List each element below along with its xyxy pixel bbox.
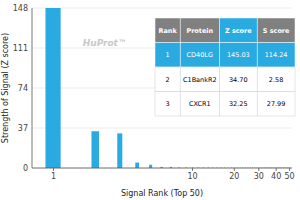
table-text: 145.03: [227, 51, 250, 59]
table: Rank Protein Z score S score 1 CD40LG 145.03 11…: [155, 18, 295, 116]
table-cell: [180, 18, 219, 43]
table-cell: [155, 18, 180, 43]
table-text: 32.25: [229, 100, 248, 108]
x-axis-label: Signal Rank (Top 50): [121, 189, 203, 198]
bar: [135, 163, 139, 168]
table-cell: [257, 43, 295, 68]
bar: [45, 8, 60, 168]
table-text: 1: [166, 51, 170, 59]
x-tick: [276, 168, 277, 171]
x-tick-label: 50: [285, 172, 295, 181]
grid-line: [32, 128, 292, 129]
table-cell: [257, 18, 295, 43]
x-tick: [258, 168, 259, 171]
grid-line: [32, 8, 292, 9]
watermark: HuProt™: [83, 38, 127, 48]
table-cell: [155, 43, 180, 68]
table-cell: [257, 92, 295, 117]
table-text: CD40LG: [187, 51, 213, 59]
table-cell: [155, 67, 180, 92]
grid-line: [32, 168, 292, 169]
chart: 0 37 74 111 148 HuProt™ 1 10 20 30 40 50 Signal Rank…: [0, 0, 300, 200]
table-text: 34.70: [229, 76, 248, 84]
bar: [117, 133, 122, 168]
x-tick-label: 1: [51, 172, 56, 181]
y-tick-label: 37: [18, 124, 28, 133]
table-text: S score: [263, 27, 290, 35]
x-tick-label: 30: [254, 172, 264, 181]
y-tick-label: 74: [18, 84, 28, 93]
table-text: CXCR1: [189, 100, 211, 108]
table-cell: [219, 92, 257, 117]
table-cell: [219, 67, 257, 92]
bar: [91, 131, 99, 168]
y-tick-label: 148: [13, 4, 28, 13]
table-text: Rank: [158, 27, 177, 35]
table-cell: [180, 92, 219, 117]
table-cell: [219, 43, 257, 68]
table-cell: [219, 18, 257, 43]
table-text: 3: [166, 100, 170, 108]
table-cell: [180, 43, 219, 68]
table-text: 2.58: [269, 76, 283, 84]
table-text: 114.24: [265, 51, 288, 59]
bar: [149, 165, 152, 168]
y-tick-label: 0: [23, 164, 28, 173]
x-axis-line: [32, 168, 292, 169]
x-tick-label: 40: [271, 172, 281, 181]
x-tick: [53, 168, 54, 171]
x-tick-label: 10: [187, 172, 197, 181]
table-cell: [155, 92, 180, 117]
bars: [45, 8, 290, 168]
table-text: 27.99: [267, 100, 286, 108]
x-tick: [192, 168, 193, 171]
table-cell: [257, 67, 295, 92]
y-tick-label: 111: [13, 44, 28, 53]
table-text: Protein: [186, 27, 213, 35]
table-cell: [180, 67, 219, 92]
y-axis-label: Strength of Signal (Z score): [1, 33, 10, 143]
y-axis-line: [32, 8, 33, 168]
table-text: C1BankR2: [183, 76, 217, 84]
x-tick-label: 20: [229, 172, 239, 181]
x-tick: [289, 168, 290, 171]
table-text: 2: [166, 76, 170, 84]
table-text: Z score: [225, 27, 252, 35]
x-tick: [234, 168, 235, 171]
